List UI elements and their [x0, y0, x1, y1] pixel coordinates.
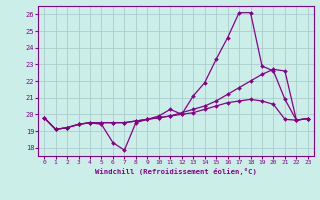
X-axis label: Windchill (Refroidissement éolien,°C): Windchill (Refroidissement éolien,°C) [95, 168, 257, 175]
